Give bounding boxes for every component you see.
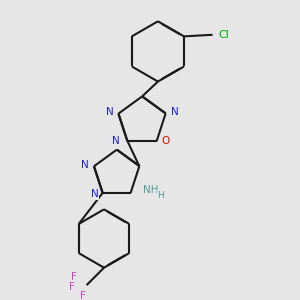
Text: F: F <box>69 282 75 292</box>
Text: N: N <box>112 136 120 146</box>
Text: N: N <box>106 107 113 117</box>
Text: Cl: Cl <box>218 30 229 40</box>
Text: N: N <box>91 189 99 199</box>
Text: F: F <box>71 272 77 282</box>
Text: O: O <box>161 136 169 146</box>
Text: N: N <box>171 107 178 117</box>
Text: NH: NH <box>142 185 158 195</box>
Text: H: H <box>158 191 164 200</box>
Text: F: F <box>80 291 86 300</box>
Text: N: N <box>81 160 89 170</box>
